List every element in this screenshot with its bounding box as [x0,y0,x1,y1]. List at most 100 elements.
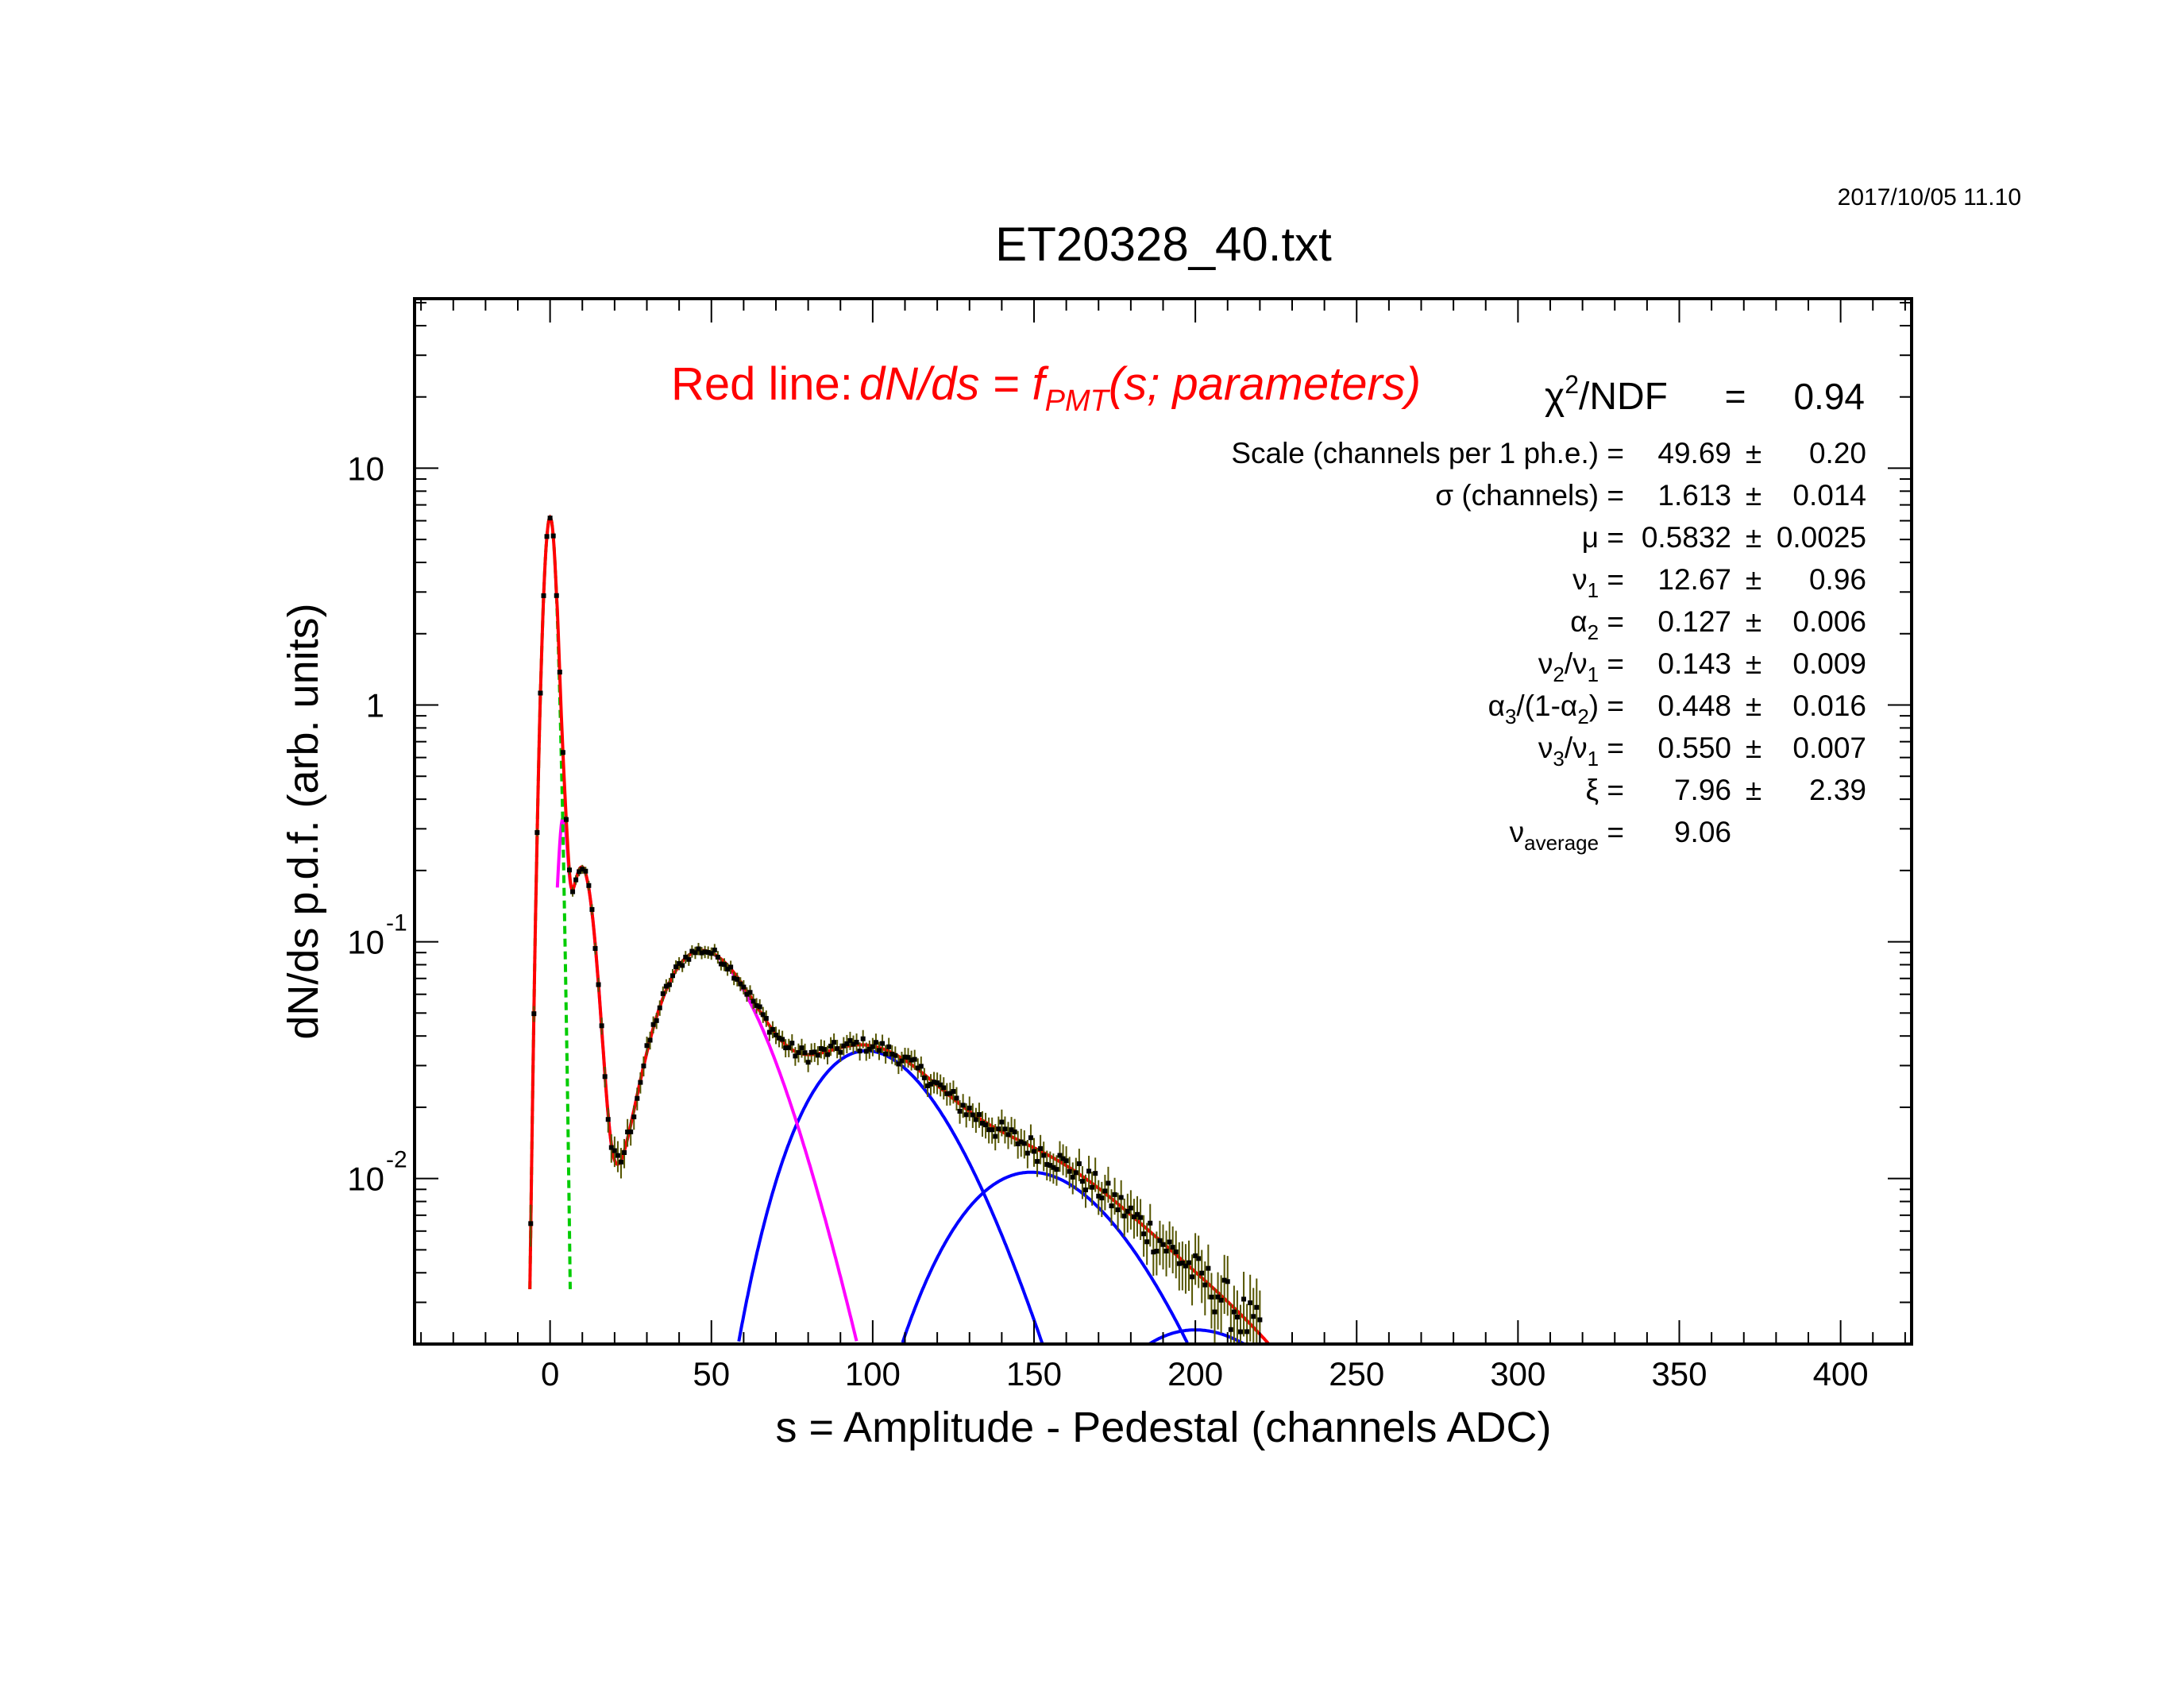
data-point [1231,1309,1237,1315]
data-point [996,1126,1001,1132]
data-point [622,1149,627,1155]
data-point [1024,1150,1030,1156]
blue-component-3-0 [901,1170,1189,1344]
param-mid: /ν [1565,732,1588,764]
data-point [677,960,682,966]
data-point [663,983,669,989]
data-point [567,867,572,873]
data-point [738,981,743,987]
param-symbol: α [1570,605,1587,638]
data-point [1138,1215,1144,1220]
data-point [1176,1261,1182,1266]
data-point [1251,1314,1256,1319]
data-point [957,1108,963,1114]
data-point [1135,1211,1140,1217]
data-point [973,1117,978,1122]
data-point [777,1035,782,1041]
data-point [1238,1329,1243,1335]
data-point [1157,1238,1163,1243]
data-point [870,1044,875,1049]
data-point [1118,1195,1124,1200]
param-value: 0.143 [1657,647,1731,680]
data-point [702,949,708,955]
y-tick-exponent: -2 [386,1147,407,1173]
axis-ticks [415,299,1912,1345]
data-point [1221,1277,1227,1283]
data-point [932,1080,937,1085]
data-point [1070,1174,1075,1180]
data-point [715,954,720,960]
y-tick-label: 1 [366,687,384,724]
data-point [586,883,592,888]
param-sub: 2 [1553,662,1564,686]
param-label: α2 = [1570,605,1624,644]
data-point [1193,1253,1198,1258]
param-pm: ± [1746,732,1761,764]
chi2-value: 0.94 [1793,376,1865,417]
data-point [657,1005,662,1010]
param-value: 0.448 [1657,689,1731,722]
param-pm: ± [1746,479,1761,512]
param-symbol: ν [1538,732,1553,764]
data-point [783,1045,789,1051]
data-point [654,1018,659,1023]
data-point [699,950,704,956]
data-point [1102,1188,1108,1194]
data-point [550,533,556,539]
data-point [1234,1315,1240,1320]
data-point [744,991,750,997]
param-label: ν3/ν1 = [1538,732,1624,771]
data-point [592,946,598,952]
data-point [1112,1192,1117,1197]
data-point [1041,1153,1047,1158]
model-label-prefix: Red line: [671,358,853,410]
data-point [924,1083,930,1088]
data-point [780,1037,785,1042]
param-mid: /ν [1565,647,1588,680]
data-point [832,1040,837,1045]
data-point [599,1023,604,1029]
data-point [1187,1260,1191,1265]
y-tick-exponent: -1 [386,910,407,937]
data-point [1209,1294,1214,1300]
data-point [1151,1250,1156,1255]
data-point [1244,1329,1250,1335]
data-point [1199,1270,1205,1276]
x-tick-label: 150 [1006,1355,1062,1393]
param-value: 0.550 [1657,732,1731,764]
data-point [1035,1159,1040,1165]
data-point [725,966,731,971]
param-mid: /(1-α [1516,689,1577,722]
data-point [708,951,714,956]
param-symbol: Scale (channels per 1 ph.e.) = [1231,437,1624,469]
data-point [1257,1317,1263,1323]
param-pm: ± [1746,563,1761,596]
data-point [774,1033,778,1038]
data-point [918,1064,924,1069]
data-point [741,984,747,990]
data-point [860,1036,866,1041]
y-tick-label: 10 [347,924,384,961]
data-point [915,1065,920,1071]
data-point [615,1153,620,1158]
data-point [1160,1242,1166,1247]
data-point [847,1037,853,1043]
x-tick-label: 400 [1813,1355,1869,1393]
param-label: ν1 = [1572,563,1624,602]
data-point [835,1046,840,1052]
param-error: 0.014 [1792,479,1866,512]
param-sub: 2 [1588,620,1599,644]
data-point [954,1095,959,1101]
red-total-fit-0 [528,514,1270,1346]
param-label: ν2/ν1 = [1538,647,1624,686]
data-point [570,889,576,894]
plot-curves [528,514,1270,1346]
param-error: 0.016 [1792,689,1866,722]
data-point [693,950,698,956]
data-point [793,1053,798,1059]
data-point [1067,1168,1072,1174]
param-pm: ± [1746,689,1761,722]
data-point [573,877,579,883]
data-point [896,1061,901,1067]
data-point [635,1095,640,1101]
